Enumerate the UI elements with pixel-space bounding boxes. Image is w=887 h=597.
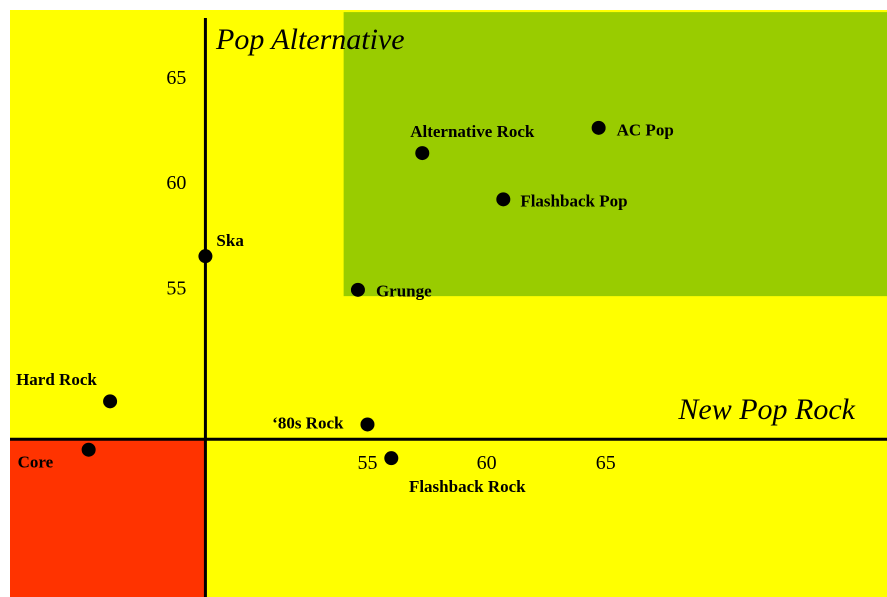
x-axis-title: New Pop Rock — [677, 393, 855, 426]
y-tick-label: 60 — [166, 172, 186, 194]
region — [343, 12, 887, 297]
point-label: Core — [18, 453, 54, 472]
y-tick-label: 55 — [166, 277, 186, 299]
point — [384, 451, 399, 466]
point-label: AC Pop — [617, 121, 674, 140]
point-label: Ska — [216, 231, 244, 250]
point-label: Grunge — [376, 282, 432, 301]
point-label: Alternative Rock — [410, 122, 535, 141]
point-label: Hard Rock — [16, 370, 97, 389]
point — [415, 146, 430, 161]
point — [591, 120, 606, 135]
point-label: ‘80s Rock — [272, 413, 344, 432]
point — [81, 442, 96, 457]
y-axis-title: Pop Alternative — [215, 23, 405, 56]
point — [496, 192, 511, 207]
x-tick-label: 65 — [596, 452, 616, 474]
x-tick-label: 60 — [477, 452, 497, 474]
region — [10, 439, 206, 597]
point — [350, 282, 365, 297]
point — [360, 417, 375, 432]
x-tick-label: 55 — [357, 452, 377, 474]
point-label: Flashback Pop — [520, 191, 627, 210]
point-label: Flashback Rock — [409, 477, 526, 496]
point — [103, 394, 118, 409]
point — [198, 249, 213, 264]
y-tick-label: 65 — [166, 67, 186, 89]
